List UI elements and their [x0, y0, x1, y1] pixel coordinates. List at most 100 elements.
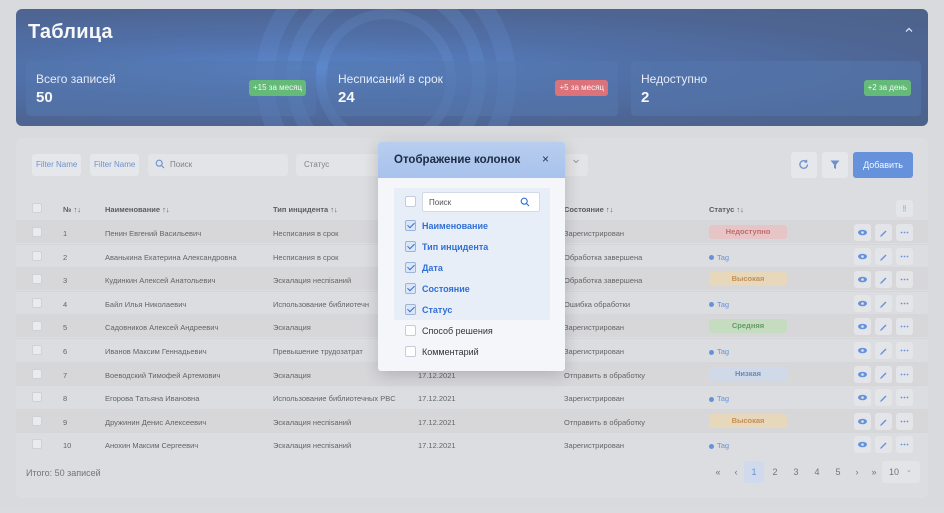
edit-button[interactable] — [875, 342, 892, 359]
filter-button[interactable] — [822, 152, 848, 178]
column-option-label[interactable]: Тип инцидента — [422, 241, 489, 252]
more-button[interactable] — [896, 389, 913, 407]
columns-settings-icon[interactable]: ⦙⦙ — [896, 200, 913, 217]
page-button[interactable]: 5 — [835, 467, 841, 477]
more-button[interactable] — [896, 412, 913, 430]
table-row[interactable]: 9 Дружинин Денис Алексеевич Эскалация несп… — [16, 408, 928, 432]
column-option-checkbox[interactable] — [405, 283, 416, 294]
prev-page-button[interactable]: ‹ — [734, 467, 738, 477]
column-option-checkbox[interactable] — [405, 262, 416, 273]
view-button[interactable] — [854, 412, 871, 430]
column-header-status[interactable]: Статус ↑↓ — [709, 205, 744, 214]
row-checkbox[interactable] — [32, 368, 42, 379]
edit-button[interactable] — [875, 247, 892, 265]
page-button[interactable]: 4 — [814, 467, 820, 477]
view-button[interactable] — [854, 247, 871, 265]
column-option-label[interactable]: Статус — [422, 304, 453, 315]
column-option-label[interactable]: Наименование — [422, 220, 489, 231]
row-checkbox[interactable] — [32, 297, 42, 308]
row-checkbox[interactable] — [32, 250, 42, 261]
filter-chip-2[interactable]: Filter Name — [90, 154, 140, 176]
column-option-label[interactable]: Состояние — [422, 283, 470, 294]
edit-button[interactable] — [875, 412, 892, 430]
edit-button[interactable] — [875, 271, 892, 289]
more-button[interactable] — [896, 318, 913, 336]
chevron-down-icon: ⌄ — [906, 467, 912, 474]
edit-button[interactable] — [875, 294, 892, 312]
row-checkbox[interactable] — [32, 345, 42, 355]
per-page-select[interactable]: 10 ⌄ — [882, 461, 920, 483]
row-checkbox[interactable] — [32, 439, 42, 450]
per-page-value: 10 — [889, 467, 900, 477]
dot-icon — [709, 396, 714, 402]
more-button[interactable] — [896, 247, 913, 265]
cell-state: Обработка завершена — [564, 276, 643, 286]
cell-num: 2 — [63, 252, 68, 262]
view-button[interactable] — [854, 294, 871, 312]
table-panel: Filter Name Filter Name Поиск Статус Доб… — [16, 138, 928, 498]
column-option-checkbox[interactable] — [405, 220, 416, 231]
first-page-button[interactable]: « — [715, 467, 721, 477]
more-button[interactable] — [896, 365, 913, 383]
more-button[interactable] — [896, 271, 913, 289]
last-page-button[interactable]: » — [871, 467, 877, 477]
column-header-num[interactable]: № ↑↓ — [63, 205, 81, 214]
next-page-button[interactable]: › — [855, 467, 859, 477]
select-all-columns-checkbox[interactable] — [405, 196, 416, 207]
cell-type: Превышение трудозатрат — [273, 347, 363, 356]
edit-button[interactable] — [875, 224, 892, 241]
row-checkbox[interactable] — [32, 415, 42, 426]
column-option-label[interactable]: Способ решения — [422, 325, 493, 336]
edit-button[interactable] — [875, 389, 892, 407]
page-button[interactable]: 2 — [772, 467, 778, 477]
view-button[interactable] — [854, 342, 871, 359]
refresh-button[interactable] — [791, 152, 817, 178]
edit-button[interactable] — [875, 436, 892, 454]
view-button[interactable] — [854, 224, 871, 241]
view-button[interactable] — [854, 365, 871, 383]
more-button[interactable] — [896, 436, 913, 454]
search-placeholder: Поиск — [170, 160, 193, 169]
cell-state: Зарегистрирован — [564, 229, 625, 238]
stat-badge: +2 за день — [863, 80, 911, 96]
column-header-name[interactable]: Наименование ↑↓ — [105, 205, 170, 214]
modal-search-input[interactable]: Поиск — [422, 192, 540, 212]
row-checkbox[interactable] — [32, 392, 42, 403]
column-header-state[interactable]: Состояние ↑↓ — [564, 205, 614, 214]
page-button[interactable]: 1 — [744, 461, 764, 483]
pencil-icon — [880, 442, 887, 450]
column-option-checkbox[interactable] — [405, 346, 416, 357]
column-option-checkbox[interactable] — [405, 241, 416, 252]
eye-icon — [858, 229, 867, 236]
column-header-type[interactable]: Тип инцидента ↑↓ — [273, 205, 338, 214]
column-option-checkbox[interactable] — [405, 325, 416, 336]
column-option-label[interactable]: Дата — [422, 262, 443, 273]
chevron-up-icon[interactable] — [902, 24, 916, 38]
status-select[interactable]: Статус — [296, 154, 386, 176]
edit-button[interactable] — [875, 365, 892, 383]
row-checkbox[interactable] — [32, 274, 42, 285]
row-checkbox[interactable] — [32, 321, 42, 332]
column-option-label[interactable]: Комментарий — [422, 346, 479, 357]
view-button[interactable] — [854, 318, 871, 336]
view-button[interactable] — [854, 436, 871, 454]
row-checkbox[interactable] — [32, 227, 42, 237]
add-button[interactable]: Добавить — [853, 152, 913, 178]
more-button[interactable] — [896, 224, 913, 241]
more-button[interactable] — [896, 342, 913, 359]
view-button[interactable] — [854, 271, 871, 289]
close-icon[interactable]: × — [541, 152, 549, 166]
select-all-checkbox[interactable] — [32, 203, 42, 213]
more-button[interactable] — [896, 294, 913, 312]
filter-chip-1[interactable]: Filter Name — [32, 154, 82, 176]
table-row[interactable]: 10 Анохин Максим Сергеевич Эскалация неспi… — [16, 432, 928, 455]
search-input[interactable]: Поиск — [148, 154, 288, 176]
table-row[interactable]: 8 Егорова Татьяна Ивановна Использование б… — [16, 385, 928, 408]
page-button[interactable]: 3 — [793, 467, 799, 477]
table-row[interactable]: 7 Воеводский Тимофей Артемович Эскалация 17… — [16, 361, 928, 385]
column-option-checkbox[interactable] — [405, 304, 416, 315]
view-button[interactable] — [854, 389, 871, 407]
filter-select[interactable] — [564, 154, 588, 176]
edit-button[interactable] — [875, 318, 892, 336]
